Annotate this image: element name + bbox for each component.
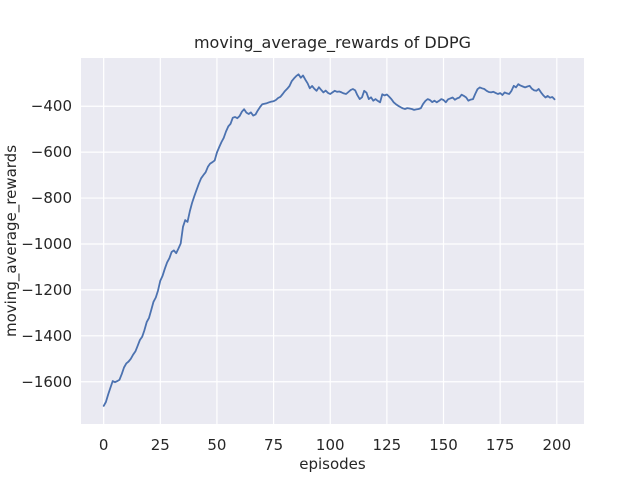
x-tick-label: 125	[373, 436, 402, 454]
x-tick-label: 200	[542, 436, 571, 454]
chart-title: moving_average_rewards of DDPG	[193, 33, 472, 52]
y-tick-label: −1000	[21, 235, 72, 253]
y-tick-label: −1400	[21, 327, 72, 345]
x-tick-label: 0	[99, 436, 109, 454]
x-tick-label: 100	[316, 436, 345, 454]
x-axis-label: episodes	[299, 455, 366, 473]
y-tick-label: −800	[31, 189, 72, 207]
y-tick-label: −1600	[21, 373, 72, 391]
plot-background	[81, 58, 584, 424]
y-tick-label: −400	[31, 97, 72, 115]
series-line-moving-average-rewards	[102, 73, 556, 407]
x-tick-label: 25	[151, 436, 170, 454]
x-tick-label: 150	[429, 436, 458, 454]
x-tick-label: 175	[486, 436, 515, 454]
y-tick-label: −1200	[21, 281, 72, 299]
y-tick-label: −600	[31, 143, 72, 161]
y-axis-label: moving_average_rewards	[2, 144, 20, 338]
x-tick-label: 50	[207, 436, 226, 454]
x-tick-label: 75	[264, 436, 283, 454]
